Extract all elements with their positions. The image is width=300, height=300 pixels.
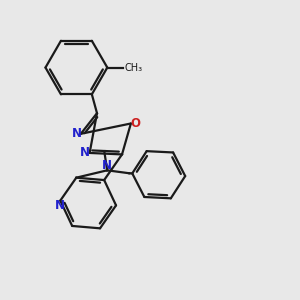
Text: CH₃: CH₃ xyxy=(125,63,143,73)
Text: O: O xyxy=(130,117,140,130)
Text: N: N xyxy=(80,146,90,159)
Text: N: N xyxy=(55,199,65,212)
Text: N: N xyxy=(71,127,81,140)
Text: N: N xyxy=(102,159,112,172)
